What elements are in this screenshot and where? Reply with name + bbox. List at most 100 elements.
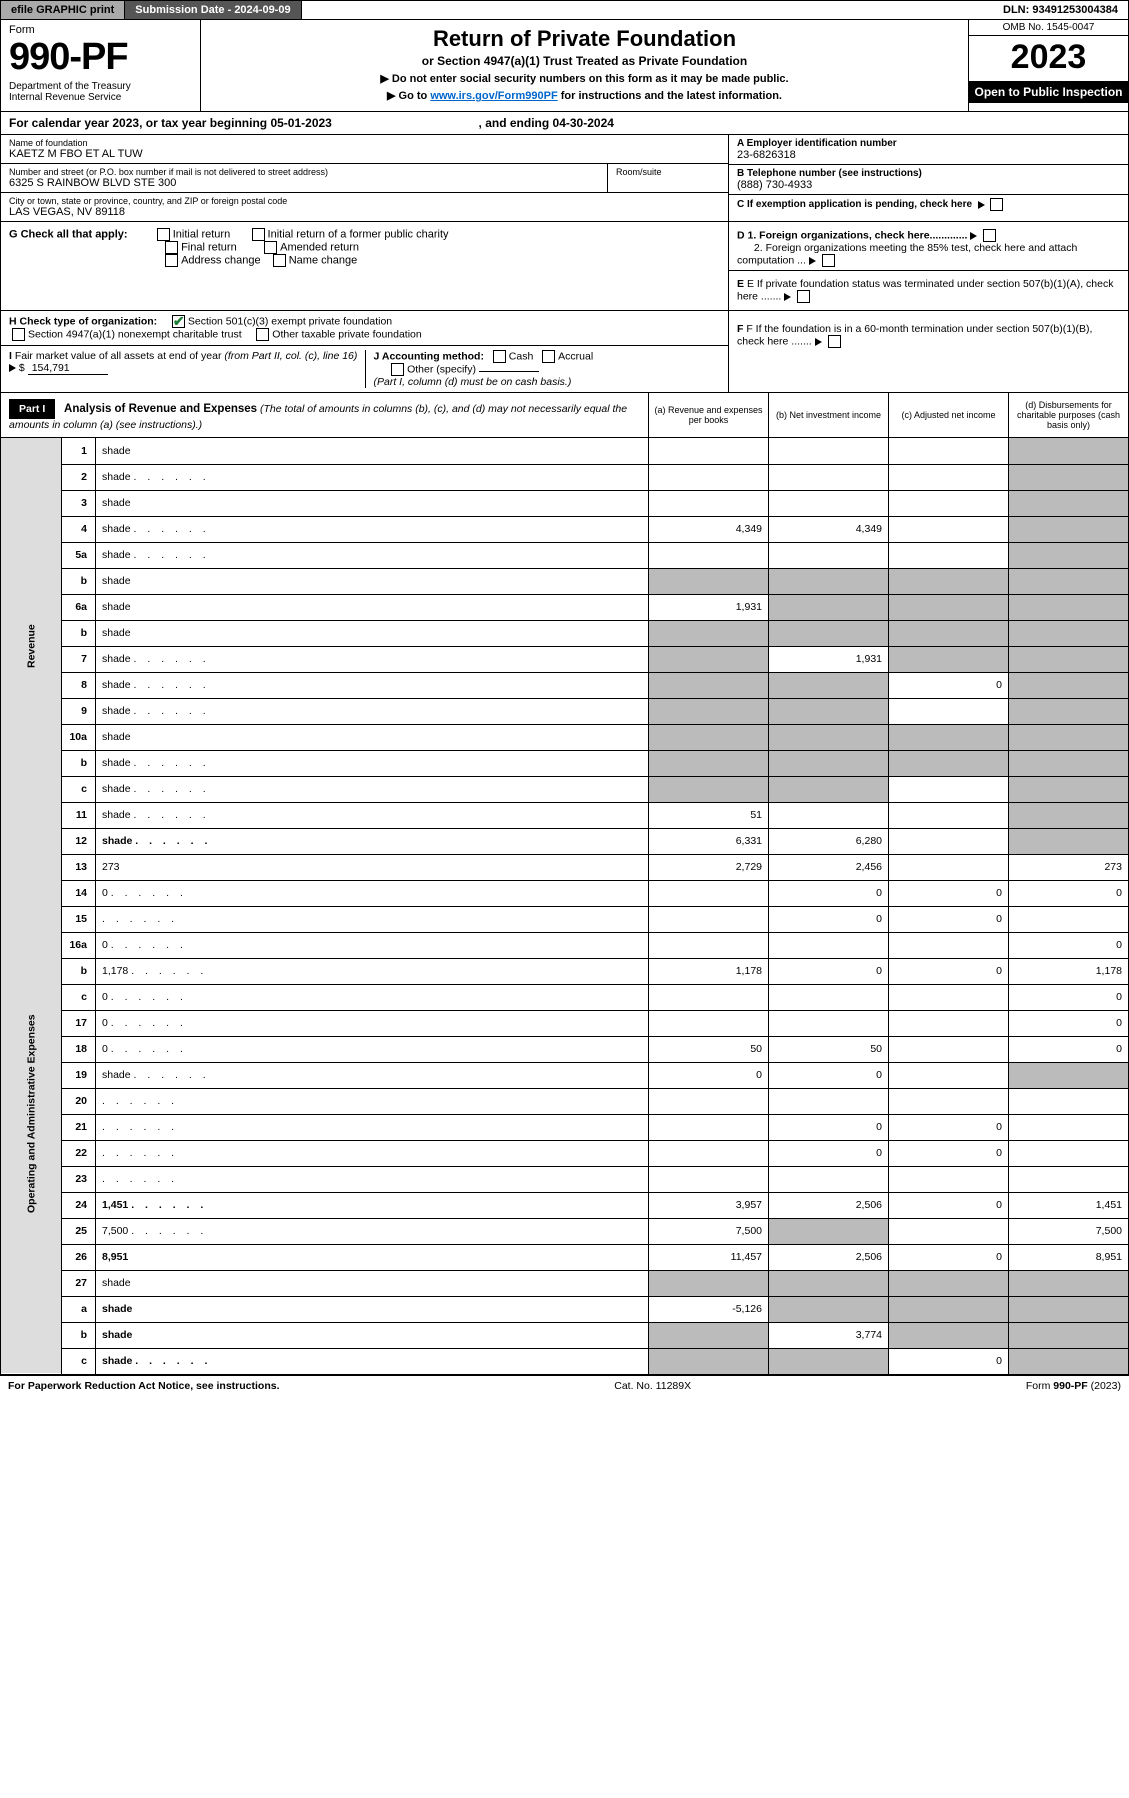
arrow-icon: [784, 293, 791, 301]
line-num: c: [62, 776, 96, 802]
line-desc: shade . . . . . .: [96, 646, 649, 672]
checkbox-cash[interactable]: [493, 350, 506, 363]
cell-a: [649, 776, 769, 802]
line-15: 15 . . . . . .00: [1, 906, 1129, 932]
cell-b: [769, 1218, 889, 1244]
cell-a: [649, 724, 769, 750]
line-6a: 6ashade1,931: [1, 594, 1129, 620]
cell-b: 50: [769, 1036, 889, 1062]
section-g-d: G Check all that apply: Initial return I…: [0, 222, 1129, 311]
cell-b: [769, 568, 889, 594]
cell-b: [769, 1088, 889, 1114]
cell-c: [889, 724, 1009, 750]
g-opt-0: Initial return: [173, 228, 230, 240]
line-num: 9: [62, 698, 96, 724]
checkbox-accrual[interactable]: [542, 350, 555, 363]
cell-c: [889, 1270, 1009, 1296]
checkbox-initial[interactable]: [157, 228, 170, 241]
checkbox-name-change[interactable]: [273, 254, 286, 267]
city-state-zip: LAS VEGAS, NV 89118: [9, 206, 720, 218]
line-a: ashade-5,126: [1, 1296, 1129, 1322]
cell-c: [889, 620, 1009, 646]
checkbox-h3[interactable]: [256, 328, 269, 341]
line-num: 5a: [62, 542, 96, 568]
foot-cat: Cat. No. 11289X: [614, 1380, 691, 1392]
cell-b: [769, 464, 889, 490]
line-num: c: [62, 1348, 96, 1374]
checkbox-c[interactable]: [990, 198, 1003, 211]
part1-title: Analysis of Revenue and Expenses: [64, 403, 257, 415]
col-c-hdr: (c) Adjusted net income: [888, 393, 1008, 437]
line-num: 17: [62, 1010, 96, 1036]
line-desc: shade . . . . . .: [96, 776, 649, 802]
cell-d: [1009, 568, 1129, 594]
irs-link[interactable]: www.irs.gov/Form990PF: [430, 90, 557, 102]
checkbox-other[interactable]: [391, 363, 404, 376]
cell-b: 2,456: [769, 854, 889, 880]
line-12: 12shade . . . . . .6,3316,280: [1, 828, 1129, 854]
checkbox-d2[interactable]: [822, 254, 835, 267]
line-desc: shade: [96, 620, 649, 646]
checkbox-h2[interactable]: [12, 328, 25, 341]
cell-c: [889, 1088, 1009, 1114]
cell-c: [889, 568, 1009, 594]
fmv-value: 154,791: [28, 362, 108, 375]
line-11: 11shade . . . . . .51: [1, 802, 1129, 828]
cell-b: [769, 1166, 889, 1192]
street-address: 6325 S RAINBOW BLVD STE 300: [9, 177, 599, 189]
checkbox-e[interactable]: [797, 290, 810, 303]
line-num: 22: [62, 1140, 96, 1166]
cell-d: [1009, 750, 1129, 776]
checkbox-final[interactable]: [165, 241, 178, 254]
line-desc: . . . . . .: [96, 906, 649, 932]
line-num: 19: [62, 1062, 96, 1088]
cell-b: [769, 438, 889, 464]
cell-b: 1,931: [769, 646, 889, 672]
cell-c: [889, 490, 1009, 516]
j-note: (Part I, column (d) must be on cash basi…: [374, 376, 572, 388]
cell-d: [1009, 828, 1129, 854]
cell-a: [649, 1140, 769, 1166]
checkbox-f[interactable]: [828, 335, 841, 348]
checkbox-amended[interactable]: [264, 241, 277, 254]
d2-label: 2. Foreign organizations meeting the 85%…: [737, 242, 1077, 266]
cell-b: [769, 542, 889, 568]
cell-c: 0: [889, 1114, 1009, 1140]
cell-a: [649, 698, 769, 724]
cell-c: 0: [889, 1192, 1009, 1218]
cell-b: [769, 1010, 889, 1036]
line-9: 9shade . . . . . .: [1, 698, 1129, 724]
line-c: cshade . . . . . .0: [1, 1348, 1129, 1374]
cell-c: [889, 516, 1009, 542]
checkbox-d1[interactable]: [983, 229, 996, 242]
line-num: 23: [62, 1166, 96, 1192]
checkbox-addr-change[interactable]: [165, 254, 178, 267]
h-opt-3: Other taxable private foundation: [272, 328, 421, 340]
form-subtitle: or Section 4947(a)(1) Trust Treated as P…: [207, 54, 962, 68]
line-20: 20 . . . . . .: [1, 1088, 1129, 1114]
line-desc: 0 . . . . . .: [96, 984, 649, 1010]
line-5a: 5ashade . . . . . .: [1, 542, 1129, 568]
cell-d: [1009, 906, 1129, 932]
line-c: cshade . . . . . .: [1, 776, 1129, 802]
cell-d: [1009, 1088, 1129, 1114]
efile-print-button[interactable]: efile GRAPHIC print: [1, 1, 125, 19]
cell-b: [769, 1348, 889, 1374]
cell-a: 11,457: [649, 1244, 769, 1270]
line-num: 24: [62, 1192, 96, 1218]
cell-c: [889, 984, 1009, 1010]
checkbox-initial-former[interactable]: [252, 228, 265, 241]
line-desc: . . . . . .: [96, 1140, 649, 1166]
line-8: 8shade . . . . . .0: [1, 672, 1129, 698]
cell-d: 0: [1009, 1010, 1129, 1036]
cell-b: [769, 1270, 889, 1296]
d1-label: D 1. Foreign organizations, check here..…: [737, 229, 967, 241]
line-b: bshade . . . . . .: [1, 750, 1129, 776]
cell-d: [1009, 1270, 1129, 1296]
col-a-hdr: (a) Revenue and expenses per books: [648, 393, 768, 437]
cell-d: [1009, 1166, 1129, 1192]
line-num: a: [62, 1296, 96, 1322]
telephone: (888) 730-4933: [737, 179, 1120, 191]
checkbox-h1[interactable]: [172, 315, 185, 328]
cell-a: [649, 568, 769, 594]
